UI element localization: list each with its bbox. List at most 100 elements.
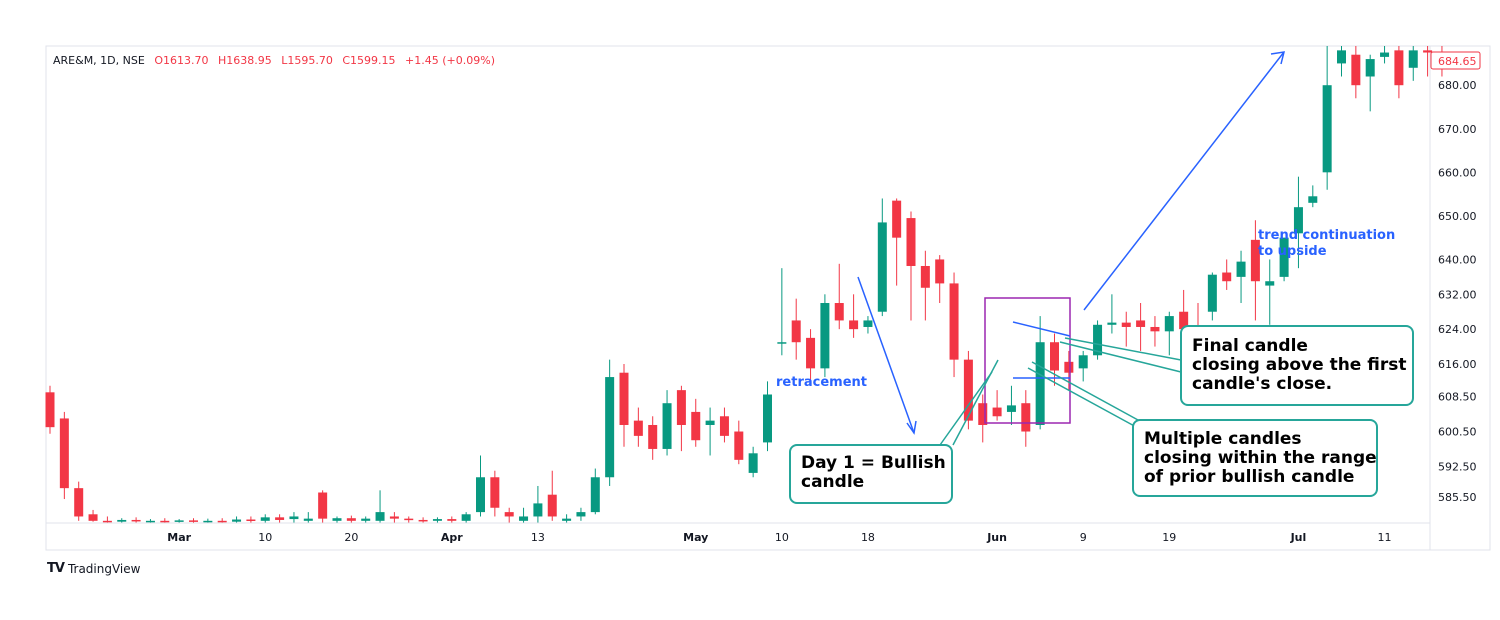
candle bbox=[476, 455, 485, 517]
multiple-candles-callout: Multiple candles closing within the rang… bbox=[1132, 419, 1378, 497]
candle-body bbox=[662, 403, 672, 449]
candle-body bbox=[490, 477, 500, 508]
tradingview-logo-icon: TV bbox=[47, 561, 65, 576]
candle bbox=[1394, 46, 1404, 99]
candles-layer bbox=[45, 46, 1447, 523]
time-tick-label: Jul bbox=[1290, 531, 1307, 544]
price-tick-label: 592.50 bbox=[1438, 460, 1477, 473]
candle bbox=[332, 516, 342, 523]
candle bbox=[1050, 333, 1059, 386]
candle-body bbox=[547, 494, 557, 517]
time-tick-label: Jun bbox=[986, 531, 1007, 544]
candle bbox=[1064, 350, 1074, 391]
candle bbox=[777, 268, 787, 356]
candle-body bbox=[117, 519, 127, 522]
candle bbox=[1351, 46, 1361, 99]
candle-body bbox=[1078, 355, 1088, 369]
candle-body bbox=[346, 518, 356, 521]
time-tick-label: 20 bbox=[344, 531, 358, 544]
candle bbox=[576, 507, 586, 521]
candle bbox=[992, 390, 1002, 421]
candle-body bbox=[519, 516, 529, 521]
candle-body bbox=[375, 512, 385, 521]
candle-body bbox=[1380, 52, 1390, 57]
retracement-arrow bbox=[857, 276, 917, 435]
candle-body bbox=[777, 342, 787, 344]
candle bbox=[189, 518, 198, 523]
candle bbox=[246, 516, 256, 523]
candle-body bbox=[1337, 50, 1346, 64]
candle-body bbox=[1293, 207, 1303, 234]
candle bbox=[318, 490, 328, 523]
candle bbox=[978, 394, 988, 443]
candle-body bbox=[906, 218, 916, 266]
candle-body bbox=[992, 407, 1002, 417]
candle-body bbox=[705, 420, 715, 425]
candle-body bbox=[74, 488, 84, 517]
candle bbox=[763, 381, 772, 452]
candle bbox=[275, 514, 285, 523]
candle bbox=[533, 485, 543, 523]
candle bbox=[217, 518, 227, 523]
candle-body bbox=[935, 259, 945, 284]
candle-body bbox=[605, 377, 615, 478]
candle-body bbox=[791, 320, 801, 343]
candle bbox=[303, 512, 313, 523]
candle-body bbox=[389, 516, 399, 519]
candle bbox=[719, 407, 729, 443]
time-axis: Mar 10 20 Apr 13 May 10 18 Jun 9 19 Jul 11 bbox=[167, 531, 1391, 544]
price-axis: 680.00 670.00 660.00 650.00 640.00 632.00 624.… bbox=[1438, 79, 1477, 504]
candle bbox=[963, 350, 973, 430]
candle bbox=[1308, 185, 1318, 208]
candle bbox=[504, 507, 514, 523]
candle-body bbox=[1265, 281, 1275, 286]
price-tick-label: 670.00 bbox=[1438, 123, 1477, 136]
candle bbox=[590, 468, 600, 515]
candle bbox=[432, 517, 442, 523]
candle-body bbox=[318, 492, 328, 519]
candle bbox=[1164, 311, 1174, 356]
candle-body bbox=[88, 514, 98, 521]
candle-body bbox=[1006, 405, 1016, 412]
candle bbox=[102, 516, 112, 523]
candle-body bbox=[476, 477, 485, 513]
candle-body bbox=[533, 503, 543, 517]
candle-body bbox=[289, 516, 299, 520]
candle-body bbox=[217, 520, 227, 523]
candle-body bbox=[1021, 403, 1031, 432]
brand-name: TradingView bbox=[67, 561, 141, 576]
candle bbox=[605, 359, 615, 486]
candle-body bbox=[102, 520, 112, 523]
candle-body bbox=[1150, 326, 1160, 332]
candle bbox=[1423, 46, 1433, 77]
low-value: L1595.70 bbox=[281, 54, 333, 67]
candle bbox=[59, 411, 69, 500]
time-tick-label: 13 bbox=[531, 531, 545, 544]
candle bbox=[1279, 237, 1289, 282]
candle-body bbox=[877, 222, 887, 312]
time-tick-label: 9 bbox=[1080, 531, 1087, 544]
candle bbox=[519, 507, 529, 523]
time-tick-label: Apr bbox=[441, 531, 463, 544]
high-value: H1638.95 bbox=[217, 54, 272, 67]
candle bbox=[418, 517, 428, 523]
time-tick-label: May bbox=[683, 531, 708, 544]
candle bbox=[892, 198, 902, 286]
candle bbox=[131, 517, 141, 523]
candle-body bbox=[619, 372, 629, 425]
candle-body bbox=[303, 518, 313, 521]
candle bbox=[45, 385, 55, 434]
tradingview-brand[interactable]: TV TradingView bbox=[47, 561, 140, 576]
candle bbox=[705, 407, 715, 456]
candle-body bbox=[920, 265, 930, 288]
change-value: +1.45 (+0.09%) bbox=[405, 54, 495, 67]
candle bbox=[1136, 303, 1146, 351]
candle-body bbox=[1322, 85, 1332, 173]
candle-body bbox=[1121, 322, 1131, 327]
candle bbox=[547, 470, 557, 521]
candle-body bbox=[1164, 316, 1174, 332]
candle bbox=[1322, 46, 1332, 190]
candle bbox=[490, 470, 500, 517]
candle-body bbox=[1308, 196, 1318, 203]
candle bbox=[160, 518, 170, 523]
